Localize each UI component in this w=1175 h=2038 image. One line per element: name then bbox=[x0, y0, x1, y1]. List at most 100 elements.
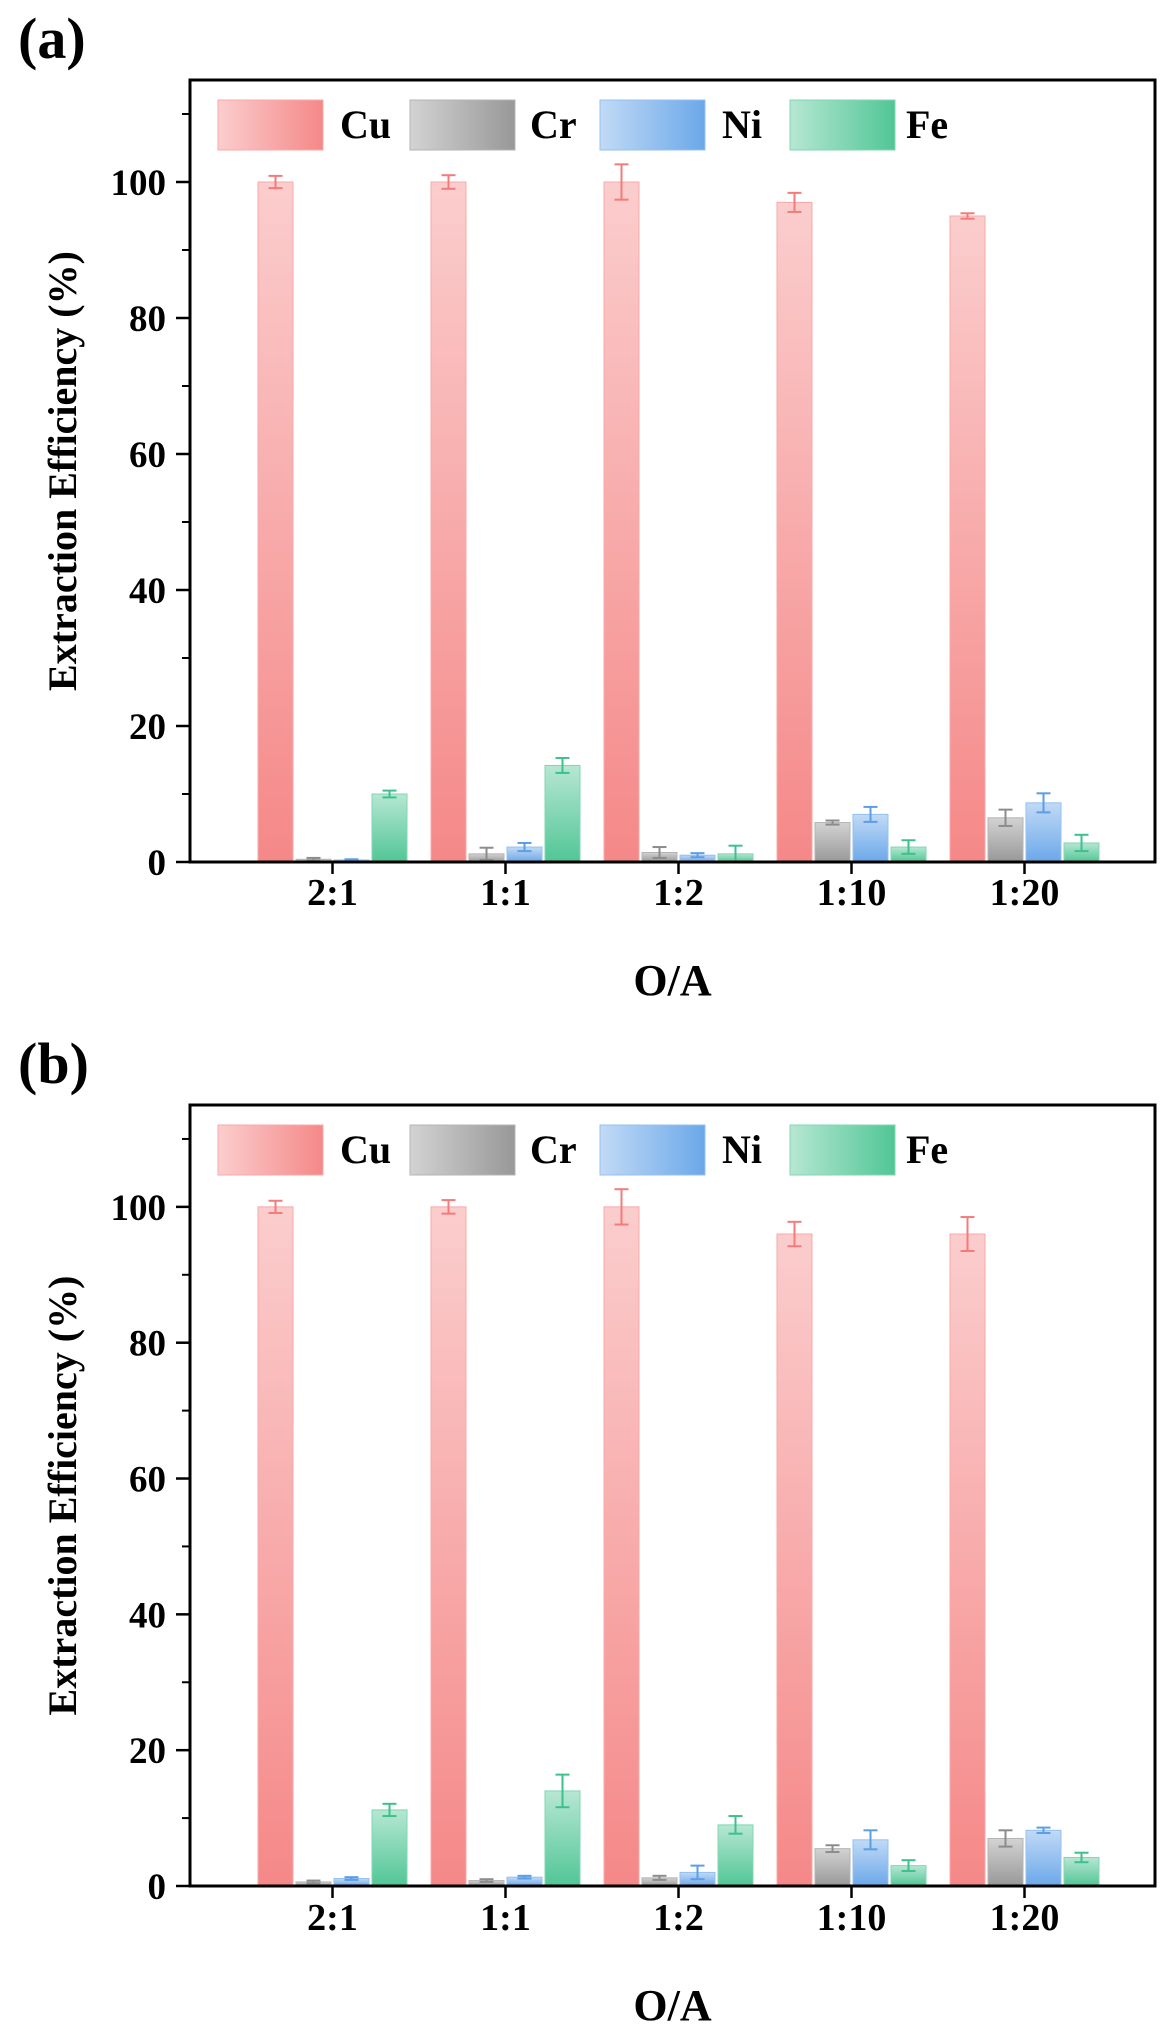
bar-cu-3 bbox=[776, 1233, 813, 1887]
plot-frame bbox=[188, 78, 1157, 864]
legend-swatch-ni bbox=[599, 1124, 706, 1176]
x-tick-label: 1:10 bbox=[817, 1897, 887, 1939]
error-bar-fe-0 bbox=[382, 789, 397, 799]
error-bar-fe-1 bbox=[555, 1773, 570, 1809]
y-tick-label: 40 bbox=[129, 571, 166, 612]
error-bar-cu-1 bbox=[441, 174, 456, 190]
bar-cu-0 bbox=[257, 181, 294, 863]
bar-cu-4 bbox=[949, 215, 986, 863]
error-bar-cr-2 bbox=[652, 1874, 667, 1881]
error-bar-cu-4 bbox=[960, 1216, 975, 1253]
legend-swatch-fe bbox=[789, 1124, 896, 1176]
chart-panel-b: (b) 2:1 1:1 1:2 1:10 1:20 0 20 40 60 80 100 Cu Cr Ni Fe… bbox=[18, 1031, 1157, 2030]
error-bar-ni-2 bbox=[690, 852, 705, 859]
error-bar-cr-4 bbox=[998, 808, 1013, 827]
x-axis-title: O/A bbox=[633, 956, 711, 1005]
bar-cu-2 bbox=[603, 181, 640, 863]
x-tick-label: 1:1 bbox=[480, 872, 531, 914]
legend-swatch-cr bbox=[409, 99, 516, 151]
bar-fe-2 bbox=[717, 1824, 754, 1887]
error-bar-cu-4 bbox=[960, 212, 975, 220]
x-tick-label: 2:1 bbox=[307, 1897, 358, 1939]
x-tick-label: 1:2 bbox=[653, 1897, 704, 1939]
error-bar-cr-4 bbox=[998, 1829, 1013, 1848]
error-bar-fe-4 bbox=[1074, 1851, 1089, 1864]
y-tick-label: 60 bbox=[129, 1460, 166, 1501]
y-tick-label: 100 bbox=[111, 1188, 167, 1229]
legend-swatch-fe bbox=[789, 99, 896, 151]
bar-fe-0 bbox=[371, 793, 408, 863]
error-bar-cr-1 bbox=[479, 1878, 494, 1883]
y-axis-title: Extraction Efficiency (%) bbox=[40, 1276, 85, 1716]
legend-label-ni: Ni bbox=[722, 1127, 762, 1172]
legend-label-fe: Fe bbox=[906, 102, 948, 147]
y-tick-label: 60 bbox=[129, 435, 166, 476]
bar-fe-0 bbox=[371, 1809, 408, 1887]
x-axis-title: O/A bbox=[633, 1981, 711, 2030]
y-tick-label: 80 bbox=[129, 299, 166, 340]
legend-label-cu: Cu bbox=[340, 102, 391, 147]
error-bar-cr-3 bbox=[825, 1844, 840, 1854]
error-bar-cr-3 bbox=[825, 819, 840, 826]
legend-swatch-cr bbox=[409, 1124, 516, 1176]
bar-cu-4 bbox=[949, 1233, 986, 1887]
error-bar-ni-3 bbox=[863, 805, 878, 823]
error-bar-ni-1 bbox=[517, 841, 532, 853]
legend-label-cr: Cr bbox=[530, 1127, 577, 1172]
error-bar-cu-0 bbox=[268, 174, 283, 190]
error-bar-ni-2 bbox=[690, 1864, 705, 1881]
y-axis-title: Extraction Efficiency (%) bbox=[40, 251, 85, 691]
y-tick-label: 80 bbox=[129, 1324, 166, 1365]
bar-ni-4 bbox=[1025, 1829, 1062, 1887]
legend-label-fe: Fe bbox=[906, 1127, 948, 1172]
bar-cu-2 bbox=[603, 1206, 640, 1887]
legend-swatch-ni bbox=[599, 99, 706, 151]
bar-cu-0 bbox=[257, 1206, 294, 1887]
error-bar-cu-0 bbox=[268, 1199, 283, 1214]
y-tick-label: 20 bbox=[129, 1731, 166, 1772]
x-tick-label: 1:2 bbox=[653, 872, 704, 914]
y-tick-label: 20 bbox=[129, 707, 166, 748]
legend-label-cu: Cu bbox=[340, 1127, 391, 1172]
legend-swatch-cu bbox=[217, 99, 324, 151]
error-bar-ni-4 bbox=[1036, 1826, 1051, 1835]
error-bar-cu-3 bbox=[787, 191, 802, 213]
y-tick-label: 100 bbox=[111, 163, 167, 204]
x-tick-label: 1:20 bbox=[990, 872, 1060, 914]
error-bar-cr-2 bbox=[652, 846, 667, 859]
error-bar-ni-3 bbox=[863, 1829, 878, 1851]
panel-label: (b) bbox=[18, 1031, 89, 1096]
legend-swatch-cu bbox=[217, 1124, 324, 1176]
legend-label-ni: Ni bbox=[722, 102, 762, 147]
error-bar-fe-2 bbox=[728, 1815, 743, 1835]
error-bar-cr-0 bbox=[306, 1879, 321, 1885]
bar-cu-1 bbox=[430, 181, 467, 863]
error-bar-cr-1 bbox=[479, 846, 494, 861]
bar-fe-1 bbox=[544, 764, 581, 863]
x-tick-label: 1:20 bbox=[990, 1897, 1060, 1939]
error-bar-cu-1 bbox=[441, 1199, 456, 1215]
y-tick-label: 0 bbox=[148, 843, 167, 884]
plot-frame bbox=[188, 1103, 1157, 1888]
y-tick-label: 0 bbox=[148, 1867, 167, 1908]
bar-cr-3 bbox=[814, 1848, 851, 1887]
panel-label: (a) bbox=[18, 6, 86, 71]
chart-panel-a: (a) 2:1 1:1 1:2 1:10 1:20 0 20 40 60 80 100 Cu Cr Ni Fe… bbox=[18, 6, 1157, 1005]
x-tick-label: 2:1 bbox=[307, 872, 358, 914]
error-bar-ni-0 bbox=[344, 1876, 359, 1881]
error-bar-cu-3 bbox=[787, 1220, 802, 1248]
bar-cu-3 bbox=[776, 201, 813, 863]
x-tick-label: 1:1 bbox=[480, 1897, 531, 1939]
error-bar-fe-3 bbox=[901, 839, 916, 855]
error-bar-ni-1 bbox=[517, 1874, 532, 1880]
error-bar-cu-2 bbox=[614, 1188, 629, 1226]
error-bar-fe-3 bbox=[901, 1859, 916, 1873]
x-tick-label: 1:10 bbox=[817, 872, 887, 914]
error-bar-ni-4 bbox=[1036, 792, 1051, 814]
bar-cr-3 bbox=[814, 822, 851, 863]
error-bar-ni-0 bbox=[344, 858, 359, 862]
error-bar-cu-2 bbox=[614, 163, 629, 201]
error-bar-fe-4 bbox=[1074, 833, 1089, 853]
error-bar-fe-0 bbox=[382, 1802, 397, 1818]
